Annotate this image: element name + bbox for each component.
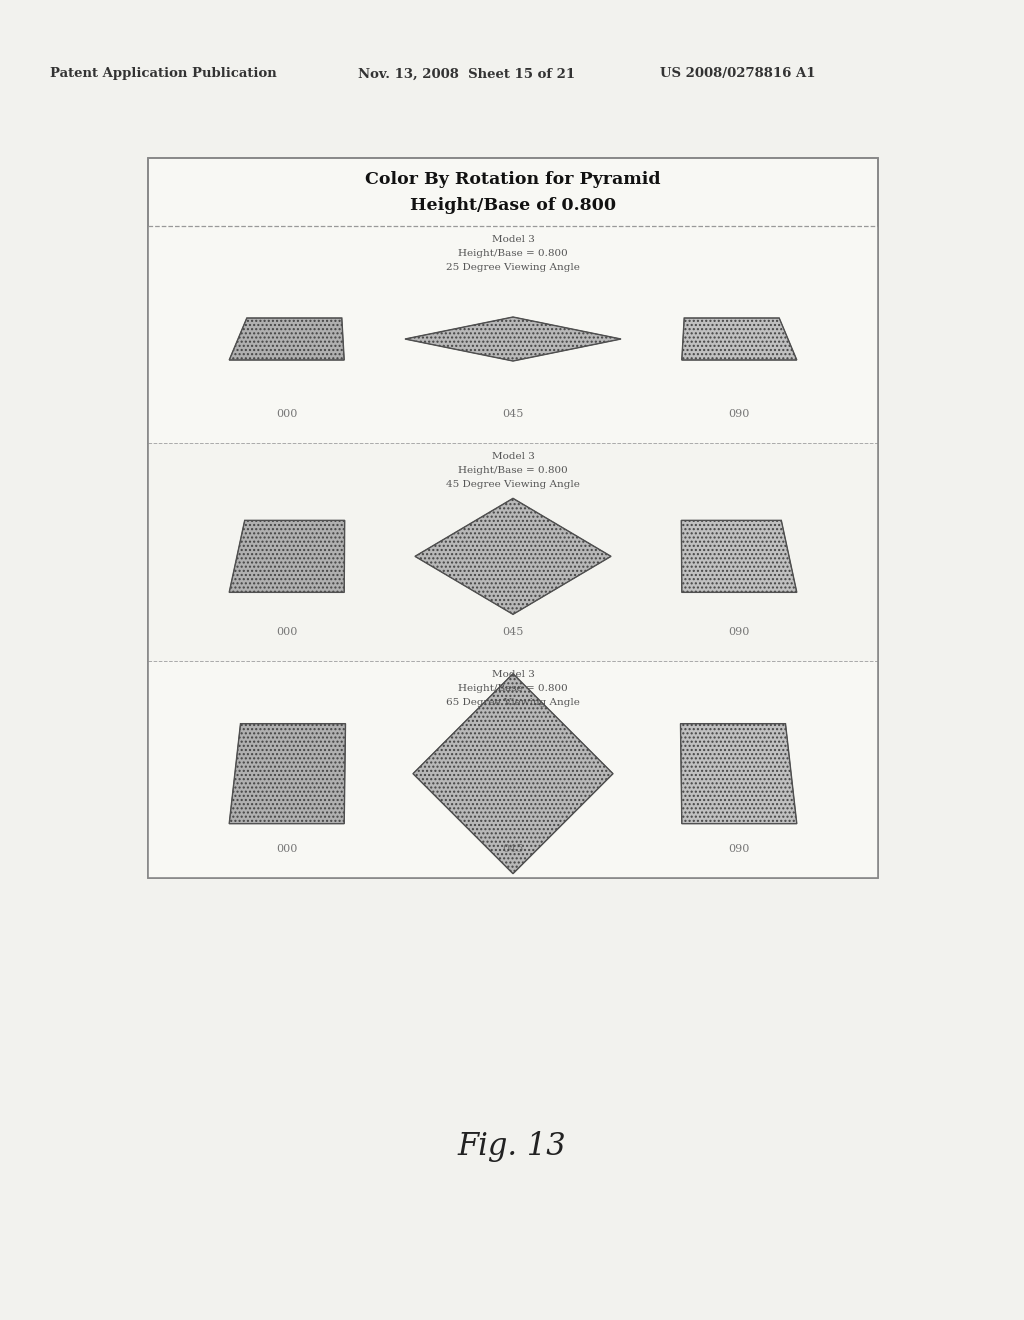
Bar bbox=[148, 158, 878, 878]
Text: 000: 000 bbox=[276, 843, 297, 854]
Text: 090: 090 bbox=[729, 409, 750, 420]
Bar bbox=[148, 226, 878, 444]
Text: Patent Application Publication: Patent Application Publication bbox=[50, 67, 276, 81]
Polygon shape bbox=[413, 673, 613, 874]
Text: 65 Degree Viewing Angle: 65 Degree Viewing Angle bbox=[446, 698, 580, 706]
Text: Model 3: Model 3 bbox=[492, 669, 535, 678]
Text: Height/Base = 0.800: Height/Base = 0.800 bbox=[458, 466, 568, 475]
Polygon shape bbox=[229, 318, 344, 360]
Text: 45 Degree Viewing Angle: 45 Degree Viewing Angle bbox=[446, 480, 580, 490]
Text: 000: 000 bbox=[276, 627, 297, 636]
Text: Model 3: Model 3 bbox=[492, 235, 535, 244]
Text: 045: 045 bbox=[503, 409, 523, 420]
Text: Height/Base = 0.800: Height/Base = 0.800 bbox=[458, 684, 568, 693]
Text: 045: 045 bbox=[503, 627, 523, 636]
Polygon shape bbox=[229, 520, 345, 593]
Text: 090: 090 bbox=[729, 843, 750, 854]
Text: Model 3: Model 3 bbox=[492, 453, 535, 461]
Bar bbox=[148, 444, 878, 661]
Text: 045: 045 bbox=[503, 843, 523, 854]
Text: 000: 000 bbox=[276, 409, 297, 420]
Polygon shape bbox=[229, 723, 345, 824]
Text: 090: 090 bbox=[729, 627, 750, 636]
Text: Height/Base of 0.800: Height/Base of 0.800 bbox=[410, 197, 616, 214]
Polygon shape bbox=[406, 317, 621, 360]
Text: 25 Degree Viewing Angle: 25 Degree Viewing Angle bbox=[446, 263, 580, 272]
Bar bbox=[148, 158, 878, 878]
Polygon shape bbox=[681, 520, 797, 593]
Text: Height/Base = 0.800: Height/Base = 0.800 bbox=[458, 249, 568, 257]
Polygon shape bbox=[681, 723, 797, 824]
Polygon shape bbox=[415, 499, 611, 614]
Text: Fig. 13: Fig. 13 bbox=[458, 1131, 566, 1162]
Polygon shape bbox=[682, 318, 797, 360]
Text: US 2008/0278816 A1: US 2008/0278816 A1 bbox=[660, 67, 815, 81]
Text: Color By Rotation for Pyramid: Color By Rotation for Pyramid bbox=[366, 172, 660, 187]
Text: Nov. 13, 2008  Sheet 15 of 21: Nov. 13, 2008 Sheet 15 of 21 bbox=[358, 67, 575, 81]
Bar bbox=[148, 661, 878, 878]
